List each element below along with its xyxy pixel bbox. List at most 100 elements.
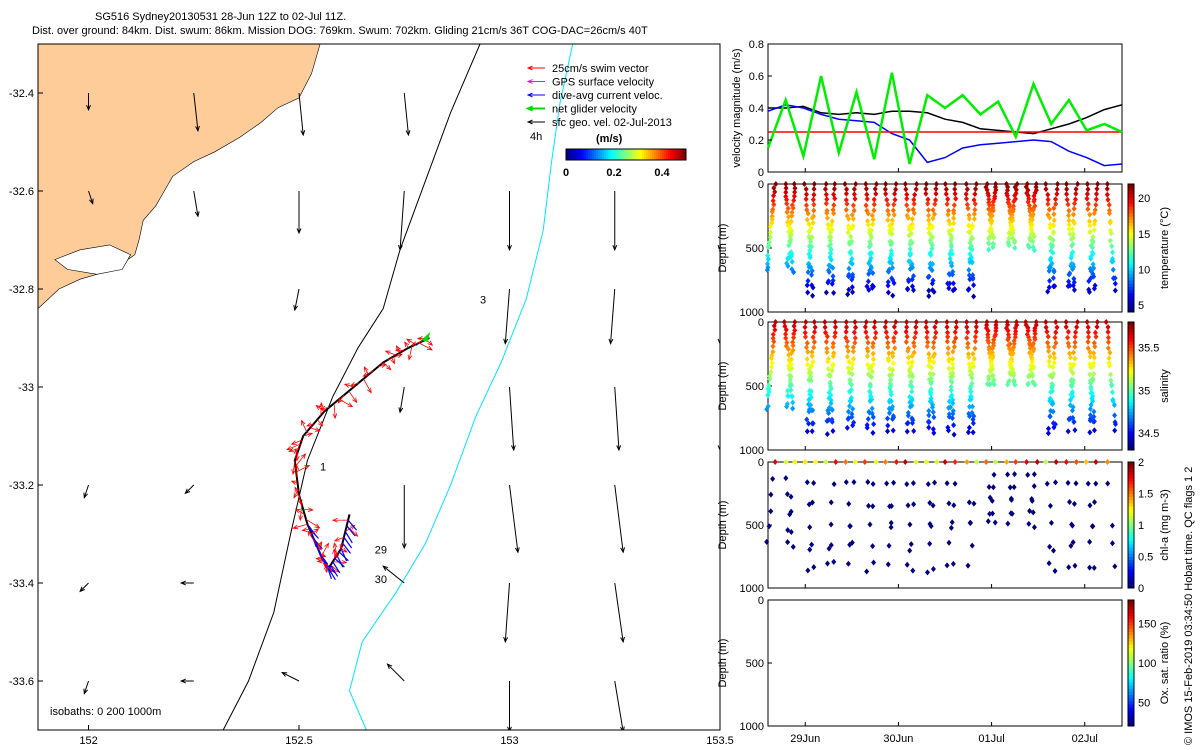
profile-marker [868, 393, 874, 400]
geo-velocity-arrow-head [503, 636, 509, 644]
profile-marker [905, 207, 911, 214]
depth-colorbar-cell [1128, 688, 1134, 692]
profile-marker [965, 429, 971, 436]
profile-marker [804, 479, 810, 486]
profile-marker [889, 220, 895, 227]
profile-marker [823, 181, 829, 187]
geo-velocity-arrow [614, 680, 624, 730]
profile-marker [1012, 381, 1018, 388]
profile-marker [785, 393, 791, 400]
profile-marker [1069, 522, 1075, 529]
profile-marker [1066, 271, 1072, 278]
depth-colorbar-cell [1128, 395, 1134, 400]
depth-colorbar-frame [1127, 461, 1135, 589]
profile-marker [951, 338, 957, 345]
profile-marker [1049, 384, 1055, 391]
depth-colorbar-cell [1128, 525, 1134, 529]
profile-marker [871, 207, 877, 214]
profile-marker [851, 207, 857, 214]
profile-marker [1053, 200, 1059, 207]
profile-marker [904, 191, 910, 198]
depth-colorbar-cell [1128, 363, 1134, 368]
geo-velocity-arrow-head [179, 580, 186, 586]
profile-marker [830, 362, 836, 369]
swim-vector-arrow-head [385, 364, 392, 371]
profile-marker [1012, 238, 1018, 245]
depth-colorbar-cell [1128, 685, 1134, 689]
profile-marker [806, 396, 812, 403]
profile-marker [864, 353, 870, 360]
depth-colorbar-cell [1128, 659, 1134, 664]
profile-marker [1090, 233, 1096, 240]
swim-vector-arrow [320, 407, 330, 410]
swim-vector-arrow [340, 542, 343, 550]
profile-marker [811, 201, 817, 208]
profile-marker [1043, 181, 1049, 187]
profile-marker [945, 207, 951, 214]
profile-marker [1051, 217, 1057, 224]
profile-marker [930, 371, 936, 378]
profile-marker [1072, 343, 1078, 350]
profile-marker [1067, 354, 1073, 361]
profile-marker [766, 242, 772, 249]
profile-marker [771, 192, 777, 199]
swim-vector-arrow [344, 383, 354, 388]
profile-marker [771, 338, 777, 345]
profile-marker [1091, 418, 1097, 425]
profile-marker [888, 519, 894, 526]
profile-marker [1110, 249, 1116, 256]
profile-marker [911, 210, 917, 217]
profile-marker [850, 348, 856, 355]
profile-marker [765, 256, 771, 263]
profile-marker [945, 350, 951, 357]
profile-marker [885, 282, 891, 289]
profile-marker [989, 345, 995, 352]
profile-marker [1087, 406, 1093, 413]
profile-marker [904, 561, 910, 568]
profile-marker [952, 181, 958, 187]
depth-colorbar-frame [1127, 321, 1135, 451]
profile-marker [911, 343, 917, 350]
swim-vector-arrow-head [293, 448, 299, 454]
profile-marker [1093, 480, 1099, 487]
profile-marker [1053, 459, 1059, 465]
profile-marker [927, 264, 933, 271]
depth-colorbar-cell [1128, 440, 1134, 445]
swim-vector-arrow-head [324, 542, 329, 549]
profile-marker [809, 234, 815, 241]
profile-marker [1008, 510, 1014, 517]
depth-ytick-label: 1000 [740, 307, 764, 319]
date-tick-label: 30Jun [883, 733, 913, 745]
profile-marker [1050, 364, 1056, 371]
profile-marker [1046, 264, 1052, 271]
profile-marker [1088, 390, 1094, 397]
profile-marker [891, 334, 897, 341]
map-colorbar-cell [584, 149, 587, 160]
map-colorbar-cell [590, 149, 593, 160]
geo-velocity-arrow [504, 288, 511, 344]
profile-marker [890, 416, 896, 423]
profile-marker [1087, 353, 1093, 360]
profile-marker [1075, 181, 1081, 187]
profile-marker [853, 324, 859, 331]
profile-marker [986, 376, 992, 383]
profile-marker [1053, 319, 1059, 325]
profile-marker [781, 319, 787, 325]
profile-marker [945, 196, 951, 203]
swim-vector-arrow [321, 543, 329, 557]
profile-marker [809, 541, 815, 548]
profile-marker [1031, 471, 1037, 478]
profile-marker [870, 216, 876, 223]
depth-colorbar-tick-label: 35.5 [1138, 343, 1159, 355]
profile-marker [951, 431, 957, 438]
swim-vector-arrow-head [307, 507, 314, 513]
profile-marker [890, 353, 896, 360]
profile-marker [1108, 371, 1114, 378]
swim-vector-arrow [333, 403, 336, 419]
map-colorbar-cell [680, 149, 683, 160]
swim-vector-arrow [295, 453, 306, 467]
profile-marker [1070, 241, 1076, 248]
profile-marker [1046, 343, 1052, 350]
depth-colorbar-cell [1128, 710, 1134, 714]
depth-colorbar-tick-label: 150 [1138, 619, 1156, 631]
